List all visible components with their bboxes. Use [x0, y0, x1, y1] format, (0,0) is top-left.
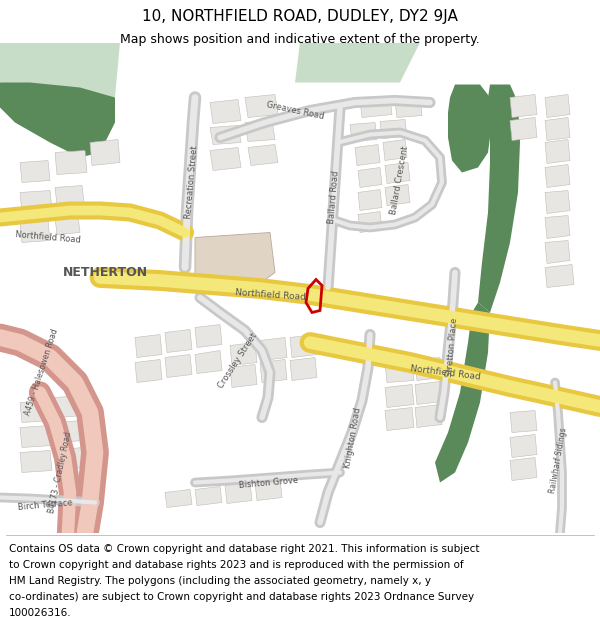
- Polygon shape: [545, 264, 574, 288]
- Polygon shape: [55, 421, 84, 442]
- Polygon shape: [510, 458, 537, 481]
- Polygon shape: [510, 118, 537, 141]
- Text: Map shows position and indicative extent of the property.: Map shows position and indicative extent…: [120, 33, 480, 46]
- Polygon shape: [355, 144, 380, 166]
- Text: to Crown copyright and database rights 2023 and is reproduced with the permissio: to Crown copyright and database rights 2…: [9, 560, 464, 570]
- Polygon shape: [195, 232, 275, 294]
- Polygon shape: [380, 119, 407, 139]
- Polygon shape: [55, 448, 84, 469]
- Polygon shape: [545, 118, 570, 141]
- Text: A459 - Halesowen Road: A459 - Halesowen Road: [23, 328, 61, 417]
- Polygon shape: [90, 139, 120, 166]
- Text: Bishton Grove: Bishton Grove: [238, 476, 298, 489]
- Polygon shape: [135, 359, 162, 382]
- Polygon shape: [510, 434, 537, 457]
- Polygon shape: [20, 191, 52, 213]
- Polygon shape: [295, 42, 420, 82]
- Polygon shape: [545, 164, 570, 188]
- Polygon shape: [55, 216, 80, 234]
- Text: Crossley Street: Crossley Street: [217, 331, 259, 390]
- Text: Stretton Place: Stretton Place: [445, 318, 459, 378]
- Polygon shape: [358, 168, 382, 187]
- Polygon shape: [415, 381, 442, 404]
- Polygon shape: [385, 361, 414, 382]
- Polygon shape: [415, 404, 442, 428]
- Polygon shape: [55, 151, 87, 174]
- Text: Greaves Road: Greaves Road: [265, 100, 325, 121]
- Polygon shape: [360, 98, 392, 118]
- Polygon shape: [165, 489, 192, 508]
- Text: Knighton Road: Knighton Road: [343, 406, 363, 469]
- Polygon shape: [478, 84, 520, 312]
- Polygon shape: [20, 451, 52, 472]
- Polygon shape: [195, 324, 222, 348]
- Polygon shape: [358, 189, 382, 211]
- Polygon shape: [55, 396, 84, 418]
- Polygon shape: [448, 84, 492, 172]
- Polygon shape: [260, 338, 287, 361]
- Polygon shape: [545, 94, 570, 118]
- Text: co-ordinates) are subject to Crown copyright and database rights 2023 Ordnance S: co-ordinates) are subject to Crown copyr…: [9, 592, 474, 602]
- Polygon shape: [245, 94, 278, 118]
- Polygon shape: [290, 357, 317, 381]
- Polygon shape: [55, 186, 84, 204]
- Polygon shape: [510, 411, 537, 432]
- Polygon shape: [358, 211, 382, 232]
- Polygon shape: [545, 241, 570, 264]
- Text: Contains OS data © Crown copyright and database right 2021. This information is : Contains OS data © Crown copyright and d…: [9, 544, 479, 554]
- Polygon shape: [210, 126, 241, 144]
- Polygon shape: [385, 162, 410, 184]
- Text: B4173 - Cradley Road: B4173 - Cradley Road: [47, 431, 73, 514]
- Text: Ballard Road: Ballard Road: [327, 171, 341, 224]
- Text: 10, NORTHFIELD ROAD, DUDLEY, DY2 9JA: 10, NORTHFIELD ROAD, DUDLEY, DY2 9JA: [142, 9, 458, 24]
- Polygon shape: [248, 144, 278, 166]
- Polygon shape: [210, 99, 241, 124]
- Polygon shape: [165, 329, 192, 352]
- Polygon shape: [385, 384, 414, 408]
- Text: Birch Terrace: Birch Terrace: [17, 499, 73, 512]
- Polygon shape: [0, 82, 115, 158]
- Polygon shape: [395, 99, 422, 118]
- Polygon shape: [510, 94, 537, 118]
- Polygon shape: [245, 121, 275, 141]
- Polygon shape: [0, 42, 120, 98]
- Text: 100026316.: 100026316.: [9, 608, 71, 618]
- Polygon shape: [195, 486, 222, 506]
- Polygon shape: [230, 342, 257, 366]
- Polygon shape: [385, 408, 414, 431]
- Text: Ballard Crescent: Ballard Crescent: [389, 146, 410, 216]
- Polygon shape: [20, 221, 50, 243]
- Polygon shape: [383, 139, 407, 161]
- Text: Northfield Road: Northfield Road: [15, 230, 81, 245]
- Text: Railwharf Sidings: Railwharf Sidings: [548, 427, 568, 494]
- Polygon shape: [435, 302, 490, 482]
- Polygon shape: [225, 482, 252, 504]
- Text: Recreation Street: Recreation Street: [184, 146, 200, 219]
- Text: Northfield Road: Northfield Road: [409, 364, 481, 381]
- Polygon shape: [350, 122, 377, 141]
- Polygon shape: [230, 364, 257, 388]
- Text: HM Land Registry. The polygons (including the associated geometry, namely x, y: HM Land Registry. The polygons (includin…: [9, 576, 431, 586]
- Polygon shape: [545, 139, 570, 164]
- Text: Northfield Road: Northfield Road: [235, 288, 305, 301]
- Polygon shape: [195, 351, 222, 374]
- Text: NETHERTON: NETHERTON: [62, 266, 148, 279]
- Polygon shape: [545, 191, 570, 214]
- Polygon shape: [210, 148, 241, 171]
- Polygon shape: [385, 184, 410, 206]
- Polygon shape: [135, 334, 162, 357]
- Polygon shape: [260, 359, 287, 382]
- Polygon shape: [415, 357, 442, 381]
- Polygon shape: [545, 216, 570, 239]
- Polygon shape: [290, 334, 317, 357]
- Polygon shape: [255, 479, 282, 501]
- Polygon shape: [20, 426, 52, 448]
- Polygon shape: [20, 401, 52, 422]
- Polygon shape: [165, 354, 192, 377]
- Polygon shape: [20, 161, 50, 182]
